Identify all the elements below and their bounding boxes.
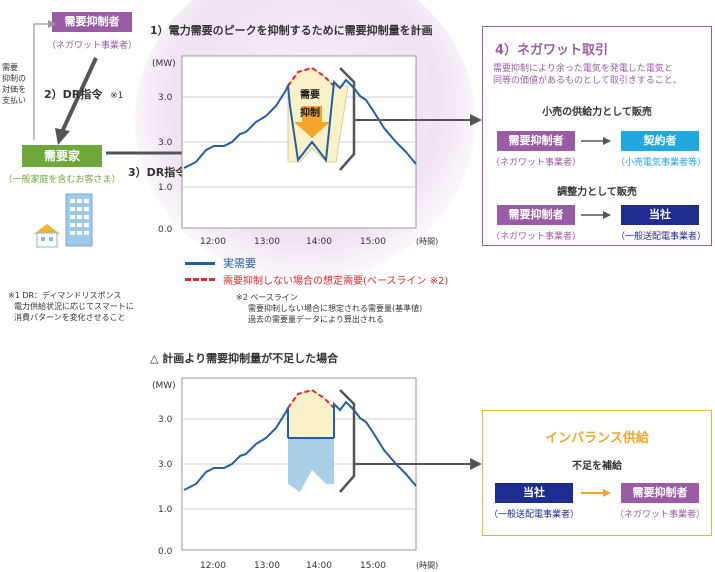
chart1-ytick-1: 3.0: [158, 93, 173, 103]
legend-baseline-label: 需要抑制しない場合の想定需要(ベースライン ※2): [223, 275, 449, 287]
adjust-from-box: 需要抑制者: [497, 205, 575, 225]
legend-actual: 実需要: [185, 255, 448, 271]
step2-text: 2）DR指令: [44, 88, 103, 101]
retail-from-box: 需要抑制者: [497, 131, 575, 151]
imbalance-to-box: 需要抑制者: [621, 483, 699, 503]
chart1-xtick-1: 12:00: [200, 237, 226, 247]
chart2-xtick-5: (時間): [416, 561, 438, 570]
imbalance-from-box: 当社: [495, 483, 573, 503]
chart2-ytick-2: 3.0: [158, 460, 173, 470]
panel4-desc-line2: 同等の価値があるものとして取引きすること。: [493, 76, 682, 86]
chart1-ytick-2: 3.0: [158, 138, 173, 148]
retail-from-sub: （ネガワット事業者）: [490, 158, 581, 168]
chart1-baseline-line: [287, 66, 335, 87]
footnote2-line2: 過去の需要量データにより算出される: [248, 315, 384, 324]
adjust-to-box: 当社: [621, 205, 699, 225]
chart2-unit: (MW): [152, 381, 176, 391]
step2-note-mark: ※1: [110, 91, 124, 101]
retail-arrow: [581, 137, 611, 145]
panel4-desc: 需要抑制により余った電気を発電した電気と 同等の価値があるものとして取引きするこ…: [493, 63, 705, 87]
retail-to-box: 契約者: [621, 131, 699, 151]
left-arrows: [33, 20, 98, 145]
chart1-reduction-label-1: 需要: [300, 89, 320, 101]
footnote1-line1: 電力供給状況に応じてスマートに: [14, 302, 134, 311]
panel4-title: 4）ネガワット取引: [495, 43, 609, 58]
chart2-ytick-1: 3.0: [158, 415, 173, 425]
legend-actual-swatch: [185, 261, 215, 265]
legend: 実需要 需要抑制しない場合の想定需要(ベースライン ※2): [185, 255, 448, 287]
chart2-title: △ 計画より需要抑制量が不足した場合: [150, 352, 339, 365]
chart2-baseline-line: [287, 388, 335, 409]
chart2-xtick-2: 13:00: [254, 561, 280, 571]
imbalance-subtitle: 不足を補給: [572, 461, 622, 472]
chart1-xtick-2: 13:00: [254, 237, 280, 247]
chart1-reduction-arrow: [294, 106, 330, 138]
footnote2-line1: 需要抑制しない場合に想定される需要量(基準値): [248, 304, 423, 313]
negawatt-panel: 4）ネガワット取引 需要抑制により余った電気を発電した電気と 同等の価値があるも…: [482, 26, 712, 246]
payment-note-line-3: 対価を: [2, 85, 26, 94]
chart2-ytick-3: 1.0: [158, 505, 173, 515]
legend-baseline: 需要抑制しない場合の想定需要(ベースライン ※2): [185, 271, 448, 287]
demand-controller-sub: （ネガワット事業者）: [46, 41, 137, 51]
chart1-xtick-4: 15:00: [360, 237, 386, 247]
chart1-unit: (MW): [152, 59, 176, 69]
building-icon: [65, 193, 93, 247]
chart1-actual-line: [183, 78, 417, 169]
chart2: (MW) 3.0 3.0 1.0 0.0 12:00 13:00 14:00 1…: [152, 377, 450, 571]
payment-note-line-4: 支払い: [2, 96, 26, 105]
chart2-xtick-1: 12:00: [200, 561, 226, 571]
footnote1-line2: 消費パターンを変化させること: [14, 313, 126, 322]
footnote2: ※2 ベースライン 需要抑制しない場合に想定される需要量(基準値) 過去の需要量…: [236, 292, 422, 325]
footnote1: ※1 DR：ディマンドリスポンス 電力供給状況に応じてスマートに 消費パターンを…: [8, 290, 134, 323]
house-icon: [34, 224, 60, 248]
footnote2-title: ※2 ベースライン: [236, 293, 298, 302]
chart1: (MW) 3.0 3.0 1.0 0.0 12:00 13:00 14:00 1…: [152, 55, 450, 247]
imbalance-title: インバランス供給: [545, 431, 649, 446]
footnote1-title: ※1 DR：ディマンドリスポンス: [8, 291, 122, 300]
payment-note-line-2: 抑制の: [2, 74, 26, 83]
chart1-reduction-label-2: 抑制: [300, 106, 320, 119]
adjust-arrow: [581, 211, 611, 219]
imbalance-arrow: [581, 489, 611, 497]
payment-note-line-1: 需要: [2, 63, 18, 72]
imbalance-to-sub: （ネガワット事業者）: [614, 510, 705, 520]
chart2-ytick-4: 0.0: [158, 547, 173, 557]
legend-baseline-swatch: [185, 277, 215, 281]
chart1-xtick-5: (時間): [416, 237, 438, 246]
adjust-title: 調整力として販売: [557, 187, 637, 198]
chart1-title: 1）電力需要のピークを抑制するために需要抑制量を計画: [150, 24, 433, 37]
legend-actual-label: 実需要: [223, 257, 256, 270]
chart2-xtick-4: 15:00: [360, 561, 386, 571]
chart1-to-panel4-arrow: [440, 114, 482, 126]
consumer-box: 需要家: [22, 145, 102, 167]
panel4-desc-line1: 需要抑制により余った電気を発電した電気と: [493, 64, 673, 74]
chart2-xtick-3: 14:00: [306, 561, 332, 571]
chart1-ytick-4: 0.0: [158, 225, 173, 235]
chart2-to-imbalance-arrow: [440, 458, 482, 470]
chart2-shortfall-area: [288, 438, 334, 492]
chart2-actual-line-left: [183, 407, 289, 491]
retail-title: 小売の供給力として販売: [542, 107, 652, 118]
demand-controller-box: 需要抑制者: [52, 12, 132, 32]
chart1-ytick-3: 1.0: [158, 183, 173, 193]
retail-to-sub: （小売電気事業者等）: [615, 158, 706, 168]
adjust-from-sub: （ネガワット事業者）: [490, 232, 581, 242]
imbalance-from-sub: （一般送配電事業者）: [488, 510, 579, 520]
chart1-brace: [339, 67, 356, 171]
payment-note: 需要 抑制の 対価を 支払い: [2, 62, 26, 106]
chart2-brace: [339, 389, 356, 493]
chart1-xtick-3: 14:00: [306, 237, 332, 247]
imbalance-panel: インバランス供給 不足を補給 当社 （一般送配電事業者） 需要抑制者 （ネガワッ…: [482, 410, 712, 536]
step2-label: 2）DR指令 ※1: [44, 86, 123, 102]
consumer-sub: （一般家庭を含むお客さま）: [3, 175, 121, 185]
chart2-actual-line-right: [333, 400, 417, 487]
adjust-to-sub: （一般送配電事業者）: [615, 232, 706, 242]
